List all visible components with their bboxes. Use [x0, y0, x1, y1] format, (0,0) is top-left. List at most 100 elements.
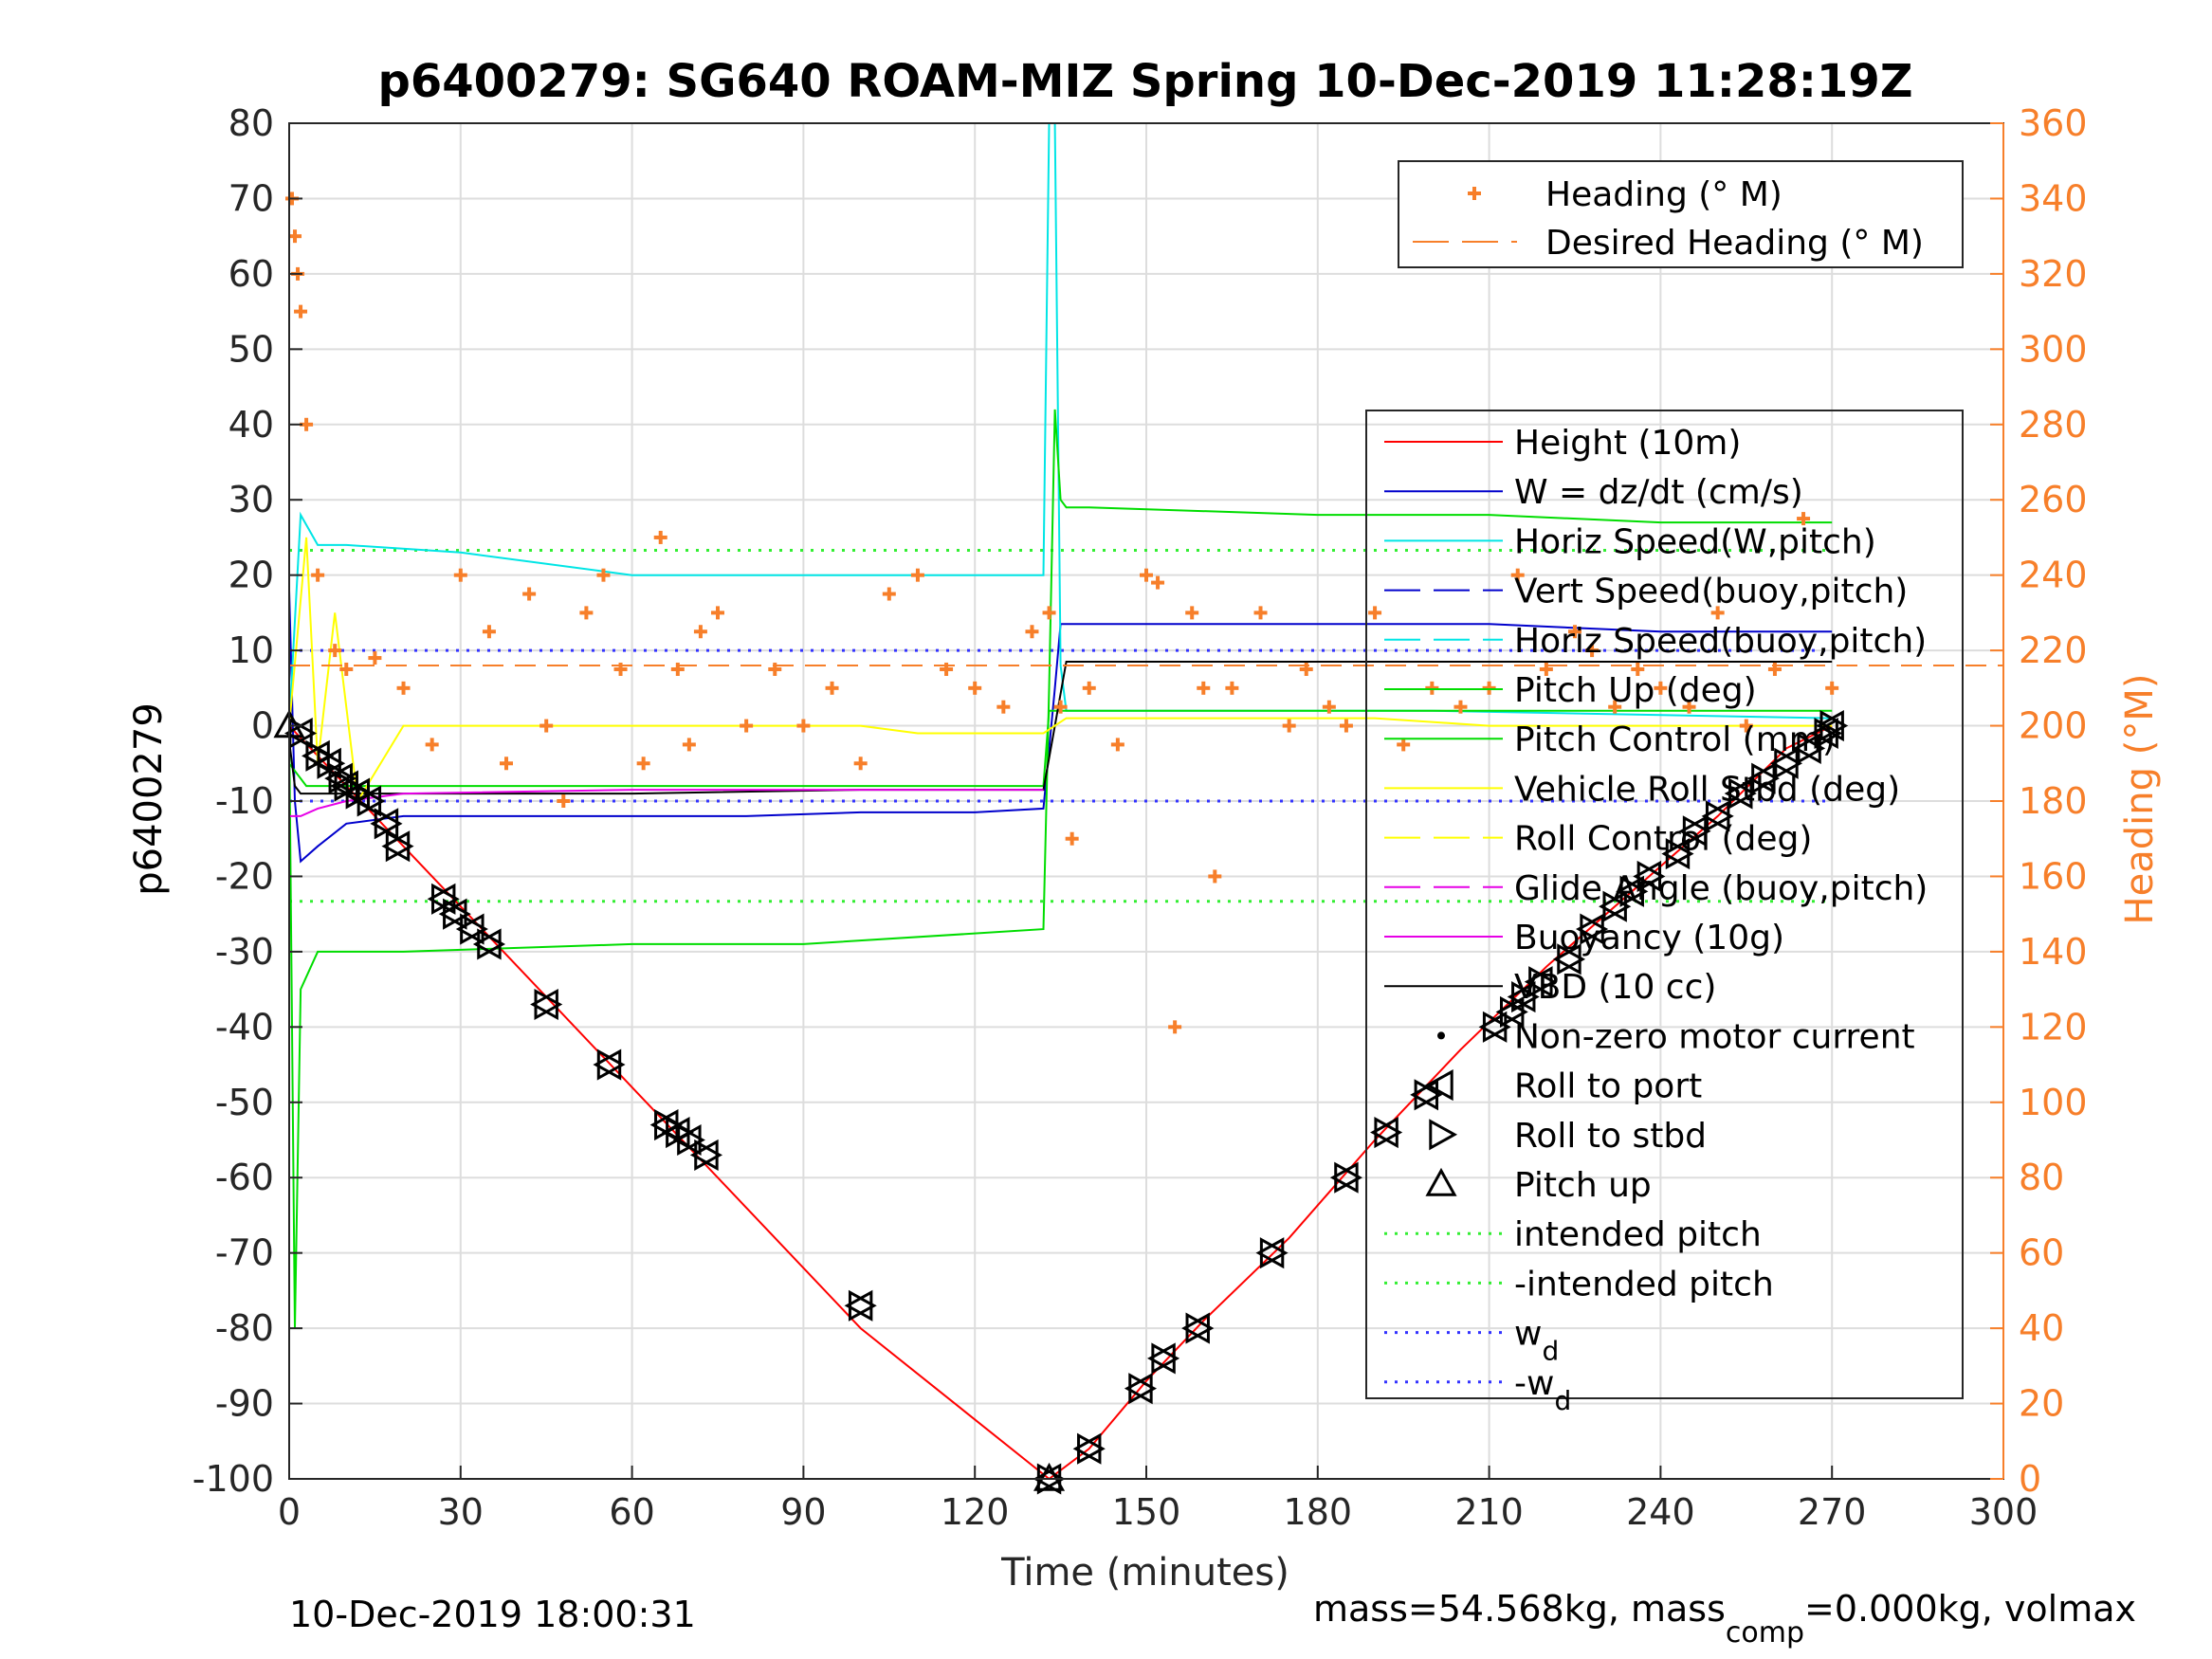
roll-stbd-marker [1797, 732, 1826, 764]
roll-stbd-marker [1682, 815, 1711, 848]
legend-swatch [1429, 1119, 1458, 1151]
roll-stbd-marker [356, 785, 386, 817]
y-tick-label-right: 340 [2019, 177, 2088, 219]
legend-main-label: Non-zero motor current [1514, 1017, 1915, 1056]
legend-main-label: Vehicle Roll Stbd (deg) [1514, 770, 1900, 809]
roll-stbd-marker [848, 1289, 877, 1322]
heading-point [522, 587, 537, 601]
heading-point [1654, 681, 1668, 695]
y-tick-label-left: -20 [215, 855, 274, 897]
heading-point [1825, 681, 1839, 695]
y-tick-label-right: 360 [2019, 102, 2088, 144]
legend-main-box [1365, 410, 1964, 1399]
heading-point [1739, 719, 1753, 733]
legend-main-label: wd [1514, 1315, 1559, 1367]
roll-stbd-marker [1259, 1237, 1289, 1269]
x-tick-label: 150 [1112, 1491, 1181, 1533]
heading-point [1453, 700, 1468, 714]
heading-point [636, 757, 650, 771]
x-tick-label: 0 [278, 1491, 301, 1533]
heading-point [1053, 700, 1068, 714]
series-w-dz-dt-cm-s [288, 590, 1833, 864]
y-tick-label-right: 80 [2019, 1157, 2064, 1198]
y-tick-label-left: 30 [229, 479, 274, 520]
series-vehicle-roll-stbd-deg [288, 537, 1833, 804]
axis-layer: 0 30 60 90 120 150 180 210 240 270 300807060504030… [192, 102, 2088, 1533]
heading-point [1368, 606, 1382, 620]
footer-date: 10-Dec-2019 18:00:31 [289, 1594, 696, 1635]
heading-point [1042, 606, 1056, 620]
y-tick-label-right: 240 [2019, 555, 2088, 596]
y-axis-label-right: Heading (°M) [2118, 674, 2162, 925]
heading-point [500, 757, 514, 771]
legend-main-label: W = dz/dt (cm/s) [1514, 473, 1803, 512]
heading-point [853, 757, 868, 771]
y-tick-label-left: 40 [229, 404, 274, 446]
legend-heading-label: Desired Heading (° M) [1545, 224, 1924, 263]
y-tick-label-right: 300 [2019, 328, 2088, 370]
heading-point [596, 568, 611, 582]
series-pitch-up-deg [288, 409, 1833, 1329]
heading-point [1282, 719, 1296, 733]
footer-mass: mass=54.568kg, masscomp=0.000kg, volmax [1313, 1588, 2136, 1650]
legend-main-label: Horiz Speed(W,pitch) [1514, 522, 1876, 561]
roll-stbd-marker [443, 898, 471, 930]
heading-point [740, 719, 754, 733]
heading-point [1140, 568, 1153, 582]
y-tick-label-left: -100 [192, 1458, 274, 1500]
heading-point [288, 229, 302, 244]
heading-point [1468, 187, 1481, 200]
heading-point [1425, 681, 1439, 695]
heading-point [557, 794, 571, 808]
legend-main-label: Roll to port [1514, 1067, 1702, 1106]
heading-point [825, 681, 839, 695]
y-tick-label-right: 200 [2019, 705, 2088, 747]
pitch-up-marker [1033, 1462, 1066, 1491]
heading-point [1151, 575, 1165, 590]
heading-point [1539, 662, 1553, 676]
legend-heading-box [1398, 160, 1964, 268]
reference-lines [289, 549, 1833, 903]
heading-point [311, 568, 325, 582]
heading-point [1710, 606, 1725, 620]
heading-point [1608, 700, 1622, 714]
heading-point [693, 625, 707, 639]
x-axis-label: Time (minutes) [1000, 1551, 1289, 1595]
roll-stbd-marker [1819, 710, 1849, 742]
roll-stbd-marker [1728, 777, 1757, 810]
legend-main-label: Pitch Control (mm) [1514, 720, 1836, 759]
roll-stbd-marker [1528, 966, 1557, 998]
x-tick-label: 120 [941, 1491, 1010, 1533]
heading-point [425, 738, 439, 752]
roll-stbd-marker [1511, 981, 1540, 1013]
y-tick-label-right: 0 [2019, 1458, 2041, 1500]
series-pitch-control-mm [288, 709, 1833, 788]
heading-point [910, 568, 924, 582]
y-tick-label-left: 80 [229, 102, 274, 144]
x-tick-label: 30 [438, 1491, 484, 1533]
roll-stbd-marker [1619, 875, 1649, 907]
heading-point [1197, 681, 1211, 695]
y-tick-label-right: 20 [2019, 1383, 2064, 1425]
legend-main: Height (10m) W = dz/dt (cm/s) Horiz Speed(… [1365, 410, 1964, 1416]
y-tick-label-right: 160 [2019, 855, 2088, 897]
y-tick-label-left: -70 [215, 1232, 274, 1274]
legend-swatch [1437, 1031, 1445, 1040]
y-axis-label-left: p6400279 [127, 702, 171, 896]
heading-point [328, 644, 342, 658]
legend-main-label: VBD (10 cc) [1514, 968, 1716, 1007]
roll-stbd-marker [694, 1139, 723, 1171]
heading-point [1568, 625, 1581, 639]
y-tick-label-right: 220 [2019, 629, 2088, 671]
heading-point [396, 681, 411, 695]
chart-title: p6400279: SG640 ROAM-MIZ Spring 10-Dec-2… [377, 55, 1912, 108]
legend-main-label: Height (10m) [1514, 424, 1741, 463]
heading-point [1082, 681, 1096, 695]
legend-main-label: Buoyancy (10g) [1514, 919, 1784, 957]
y-tick-label-right: 140 [2019, 931, 2088, 973]
heading-point [339, 662, 354, 676]
y-tick-label-right: 280 [2019, 404, 2088, 446]
legend-main-label: Vert Speed(buoy,pitch) [1514, 573, 1908, 611]
y-tick-label-left: 20 [229, 555, 274, 596]
